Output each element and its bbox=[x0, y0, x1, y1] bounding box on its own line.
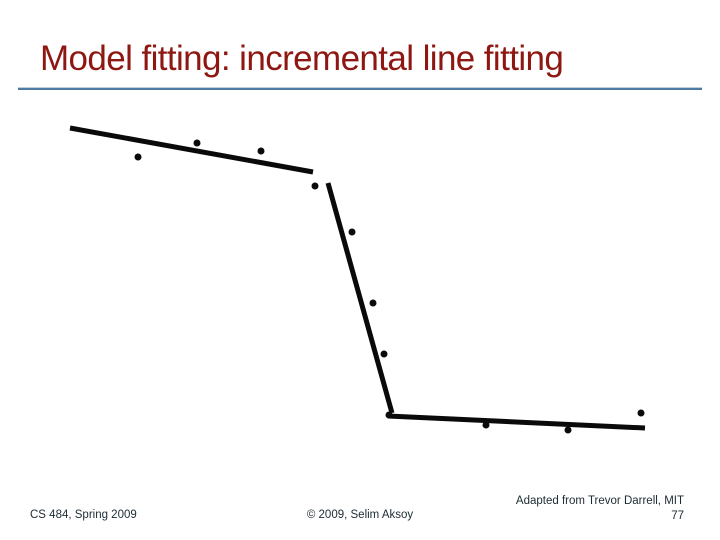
data-point-5 bbox=[348, 228, 356, 236]
data-point-10 bbox=[564, 426, 572, 434]
fitted-line-segment-2 bbox=[325, 182, 395, 414]
data-point-11 bbox=[637, 409, 645, 417]
data-point-6 bbox=[369, 299, 377, 307]
slide-page-number: 77 bbox=[671, 510, 684, 522]
slide-title: Model fitting: incremental line fitting bbox=[40, 39, 564, 78]
footer-right-block: Adapted from Trevor Darrell, MIT 77 bbox=[516, 494, 684, 524]
data-point-4 bbox=[311, 182, 319, 190]
fitted-line-segment-1 bbox=[69, 125, 314, 175]
data-point-1 bbox=[134, 153, 142, 161]
title-divider-line bbox=[18, 87, 702, 90]
footer-attribution-label: Adapted from Trevor Darrell, MIT bbox=[515, 495, 684, 507]
data-point-3 bbox=[257, 147, 265, 155]
data-point-9 bbox=[482, 421, 490, 429]
data-point-2 bbox=[193, 139, 201, 147]
fitted-line-segment-3 bbox=[387, 413, 646, 431]
data-point-8 bbox=[385, 411, 393, 419]
data-point-7 bbox=[380, 350, 388, 358]
footer-course-label: CS 484, Spring 2009 bbox=[30, 509, 137, 521]
